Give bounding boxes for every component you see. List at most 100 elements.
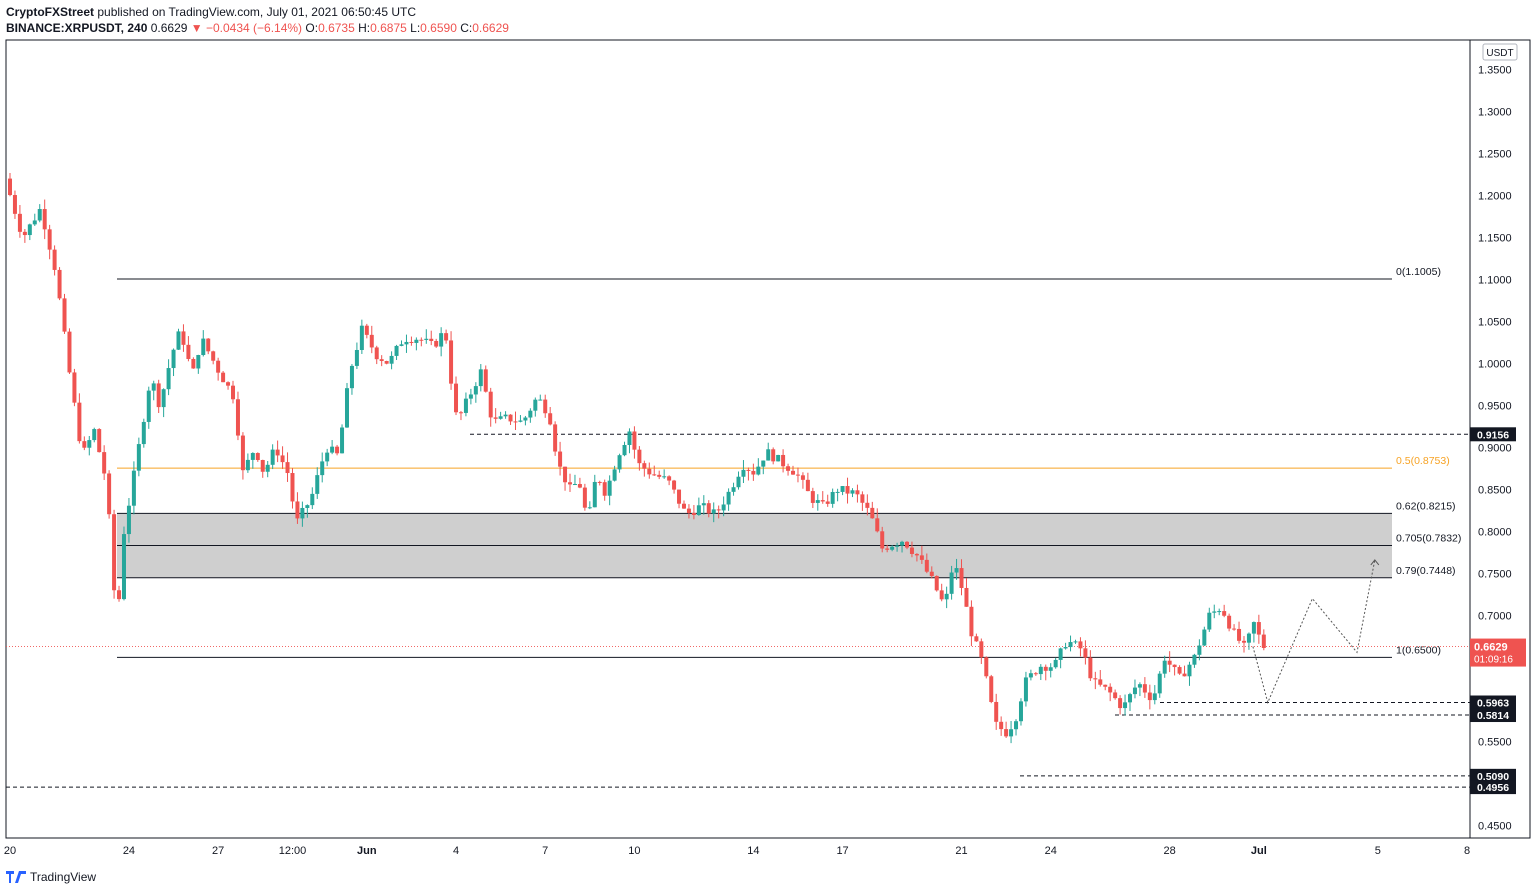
candle-body	[107, 473, 112, 515]
candle-body	[344, 388, 349, 428]
candle-body	[572, 484, 577, 486]
candle-body	[1023, 677, 1028, 702]
x-tick-label: 7	[542, 845, 548, 857]
price-level-tag	[1470, 695, 1516, 710]
candle-body	[102, 452, 107, 474]
candle-body	[800, 475, 805, 480]
candle-body	[320, 461, 325, 476]
candle-body	[815, 500, 820, 503]
candle-body	[146, 390, 151, 422]
candle-body	[1063, 647, 1068, 649]
candle-body	[761, 460, 766, 467]
x-tick-label: 20	[4, 845, 16, 857]
candle-body	[52, 249, 57, 270]
author-name[interactable]: CryptoFXStreet	[6, 5, 95, 19]
candle-body	[736, 476, 741, 488]
y-tick-label: 1.2000	[1478, 190, 1512, 202]
price-level-tag	[1470, 780, 1516, 795]
candle-body	[533, 399, 538, 411]
candle-body	[37, 209, 42, 221]
candle-body	[835, 491, 840, 493]
footer-brand[interactable]: TradingView	[30, 870, 97, 884]
close-value: 0.6629	[472, 21, 509, 35]
candle-body	[488, 391, 493, 418]
y-tick-label: 0.7500	[1478, 568, 1512, 580]
published-text: published on TradingView.com, July 01, 2…	[97, 5, 417, 19]
candle-body	[568, 482, 573, 485]
open-label: O:	[305, 21, 319, 35]
price-level-tag	[1470, 708, 1516, 723]
candle-body	[989, 676, 994, 702]
candle-body	[607, 480, 612, 496]
candle-body	[791, 470, 796, 475]
candle-body	[290, 473, 295, 502]
candle-body	[181, 331, 186, 345]
candle-body	[974, 636, 979, 642]
candle-body	[454, 383, 459, 413]
candle-body	[622, 445, 627, 456]
candle-body	[300, 507, 305, 519]
candle-body	[250, 453, 255, 460]
candle-body	[340, 427, 345, 454]
candle-body	[523, 417, 528, 421]
candle-body	[1048, 667, 1053, 671]
candle-body	[285, 462, 290, 474]
x-tick-label: Jun	[357, 845, 377, 857]
symbol-label[interactable]: BINANCE:XRPUSDT, 240	[6, 21, 148, 35]
candle-body	[929, 571, 934, 576]
candle-body	[226, 382, 231, 386]
candle-body	[468, 394, 473, 399]
candle-body	[577, 484, 582, 488]
candle-body	[151, 383, 156, 391]
candle-body	[875, 518, 880, 532]
candle-body	[235, 399, 240, 436]
candle-body	[463, 398, 468, 413]
currency-box[interactable]	[1482, 43, 1518, 61]
candle-body	[637, 449, 642, 464]
fib-level-label: 0.79(0.7448)	[1396, 565, 1456, 577]
candle-body	[890, 546, 895, 550]
candle-body	[652, 474, 657, 476]
candle-body	[1033, 673, 1038, 675]
candle-body	[359, 325, 364, 350]
candle-body	[280, 455, 285, 463]
candle-body	[374, 347, 379, 360]
candle-body	[766, 449, 771, 461]
last-price: 0.6629	[150, 21, 188, 35]
candle-body	[1088, 657, 1093, 679]
candle-body	[221, 372, 226, 383]
candle-body	[1167, 660, 1172, 665]
y-tick-label: 0.8000	[1478, 526, 1512, 538]
candle-body	[999, 721, 1004, 730]
candle-body	[880, 531, 885, 549]
high-value: 0.6875	[370, 21, 407, 35]
x-tick-label: 8	[1464, 845, 1470, 857]
candle-body	[201, 338, 206, 356]
price-change: ▼ −0.0434 (−6.14%)	[190, 21, 303, 35]
fib-level-label: 0.62(0.8215)	[1396, 500, 1456, 512]
candle-body	[657, 474, 662, 477]
candle-body	[1053, 659, 1058, 668]
candle-body	[429, 338, 434, 341]
candle-body	[444, 333, 449, 341]
candle-body	[330, 446, 335, 453]
candle-body	[1043, 666, 1048, 671]
candle-body	[310, 493, 315, 506]
candle-body	[1192, 654, 1197, 665]
candle-body	[781, 454, 786, 467]
candle-body	[335, 446, 340, 454]
footer: TradingView	[6, 870, 96, 884]
candle-body	[642, 463, 647, 469]
price-level-tag-label: 0.5090	[1477, 771, 1509, 783]
candle-body	[1118, 698, 1123, 709]
candle-body	[389, 355, 394, 364]
candle-body	[756, 466, 761, 475]
candle-body	[92, 429, 97, 441]
y-tick-label: 0.9500	[1478, 400, 1512, 412]
candle-body	[528, 410, 533, 418]
candle-body	[1103, 684, 1108, 687]
fib-level-label: 0.5(0.8753)	[1396, 455, 1450, 467]
candle-body	[449, 340, 454, 384]
candle-body	[805, 479, 810, 492]
